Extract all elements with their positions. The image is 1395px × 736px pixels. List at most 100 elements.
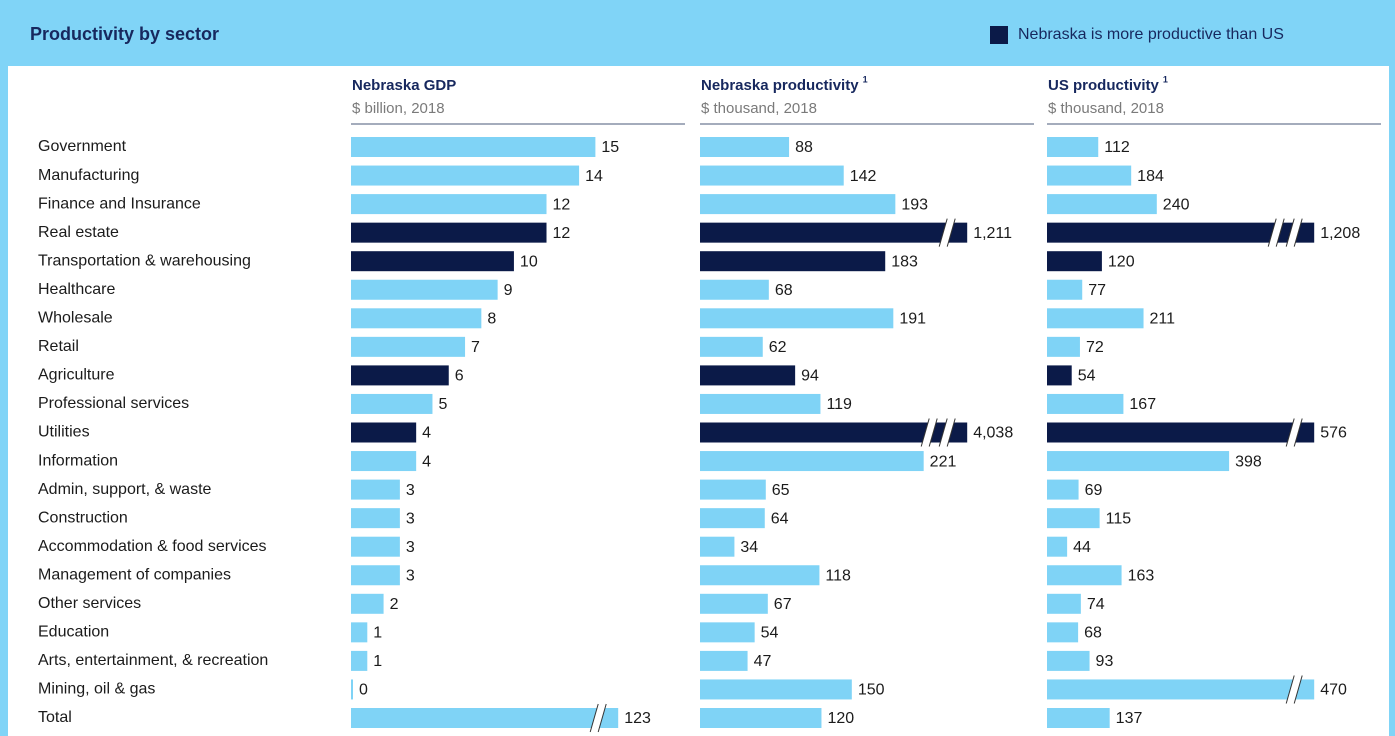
- category-label: Total: [38, 709, 72, 726]
- value-label: 167: [1129, 396, 1156, 413]
- axis-break-line: [946, 418, 956, 447]
- value-label: 54: [761, 625, 779, 642]
- value-label: 4: [422, 425, 431, 442]
- value-label: 62: [769, 339, 787, 356]
- bar: [351, 393, 433, 414]
- value-label: 6: [455, 368, 464, 385]
- value-label: 2: [390, 596, 399, 613]
- value-label: 14: [585, 168, 603, 185]
- value-label: 67: [774, 596, 792, 613]
- value-label: 184: [1137, 168, 1164, 185]
- bar: [1047, 508, 1100, 529]
- axis-break-line: [1285, 675, 1295, 704]
- bar: [700, 194, 896, 215]
- value-label: 1,211: [973, 225, 1012, 242]
- bar: [1047, 479, 1079, 500]
- value-label: 10: [520, 253, 538, 270]
- bar: [351, 137, 596, 157]
- value-label: 93: [1096, 653, 1114, 670]
- category-label: Agriculture: [38, 367, 115, 384]
- value-label: 54: [1078, 368, 1096, 385]
- bar: [1047, 565, 1122, 586]
- bar: [351, 708, 619, 728]
- bar: [700, 622, 755, 643]
- bar: [351, 251, 514, 272]
- bar: [351, 165, 580, 186]
- value-label: 576: [1320, 425, 1347, 442]
- value-label: 12: [553, 196, 571, 213]
- chart-title: Productivity by sector: [30, 24, 219, 44]
- category-label: Arts, entertainment, & recreation: [38, 652, 268, 669]
- axis-break-line: [938, 418, 948, 447]
- bar: [1047, 622, 1079, 643]
- value-label: 1,208: [1320, 225, 1360, 242]
- bar: [351, 622, 368, 643]
- axis-break-line: [920, 418, 930, 447]
- value-label: 1: [373, 653, 382, 670]
- bar: [351, 365, 449, 386]
- legend-label: Nebraska is more productive than US: [1018, 26, 1284, 43]
- axis-break-line: [928, 418, 938, 447]
- value-label: 34: [740, 539, 758, 556]
- axis-break: [590, 704, 607, 732]
- value-label: 398: [1235, 453, 1262, 470]
- category-label: Accommodation & food services: [38, 538, 267, 555]
- value-label: 44: [1073, 539, 1091, 556]
- axis-break-line: [589, 703, 599, 733]
- panel-subtitle: $ thousand, 2018: [1048, 100, 1164, 117]
- axis-break: [921, 418, 938, 447]
- bar: [700, 565, 820, 586]
- bar: [1047, 365, 1072, 386]
- bar: [700, 451, 924, 472]
- bar: [351, 565, 400, 586]
- value-label: 3: [406, 567, 415, 584]
- value-label: 65: [772, 482, 790, 499]
- axis-break-line: [938, 218, 948, 247]
- value-label: 118: [825, 567, 851, 584]
- category-label: Information: [38, 452, 118, 469]
- category-label: Utilities: [38, 424, 90, 441]
- category-label: Government: [38, 138, 127, 155]
- bar: [351, 508, 400, 529]
- value-label: 74: [1087, 596, 1105, 613]
- bar: [1047, 336, 1080, 357]
- bar: [1047, 451, 1230, 472]
- value-label: 150: [858, 682, 885, 699]
- category-label: Finance and Insurance: [38, 195, 201, 212]
- value-label: 9: [504, 282, 513, 299]
- bar: [700, 251, 886, 272]
- bar: [700, 508, 765, 529]
- axis-break: [1286, 675, 1303, 704]
- bar: [700, 536, 735, 557]
- value-label: 470: [1320, 682, 1347, 699]
- value-label: 112: [1104, 139, 1130, 156]
- value-label: 7: [471, 339, 480, 356]
- bar: [700, 708, 822, 728]
- category-label: Education: [38, 624, 109, 641]
- bar: [700, 365, 796, 386]
- bar: [351, 650, 368, 671]
- value-label: 3: [406, 482, 415, 499]
- value-label: 3: [406, 510, 415, 527]
- value-label: 183: [891, 253, 918, 270]
- bar: [1047, 222, 1315, 243]
- value-label: 12: [553, 225, 571, 242]
- value-label: 221: [930, 453, 957, 470]
- bar: [351, 479, 400, 500]
- axis-break: [1268, 218, 1285, 247]
- bar: [700, 593, 768, 614]
- category-label: Professional services: [38, 395, 189, 412]
- value-label: 191: [899, 311, 926, 328]
- axis-break-line: [1293, 675, 1303, 704]
- value-label: 5: [438, 396, 447, 413]
- bar: [1047, 650, 1090, 671]
- bar: [700, 222, 968, 243]
- footnote-marker: 1: [863, 74, 868, 84]
- bar: [700, 308, 894, 329]
- bar: [351, 679, 353, 700]
- footnote-marker: 1: [1163, 74, 1168, 84]
- value-label: 68: [775, 282, 793, 299]
- panel-subtitle: $ thousand, 2018: [701, 100, 817, 117]
- value-label: 123: [624, 710, 651, 727]
